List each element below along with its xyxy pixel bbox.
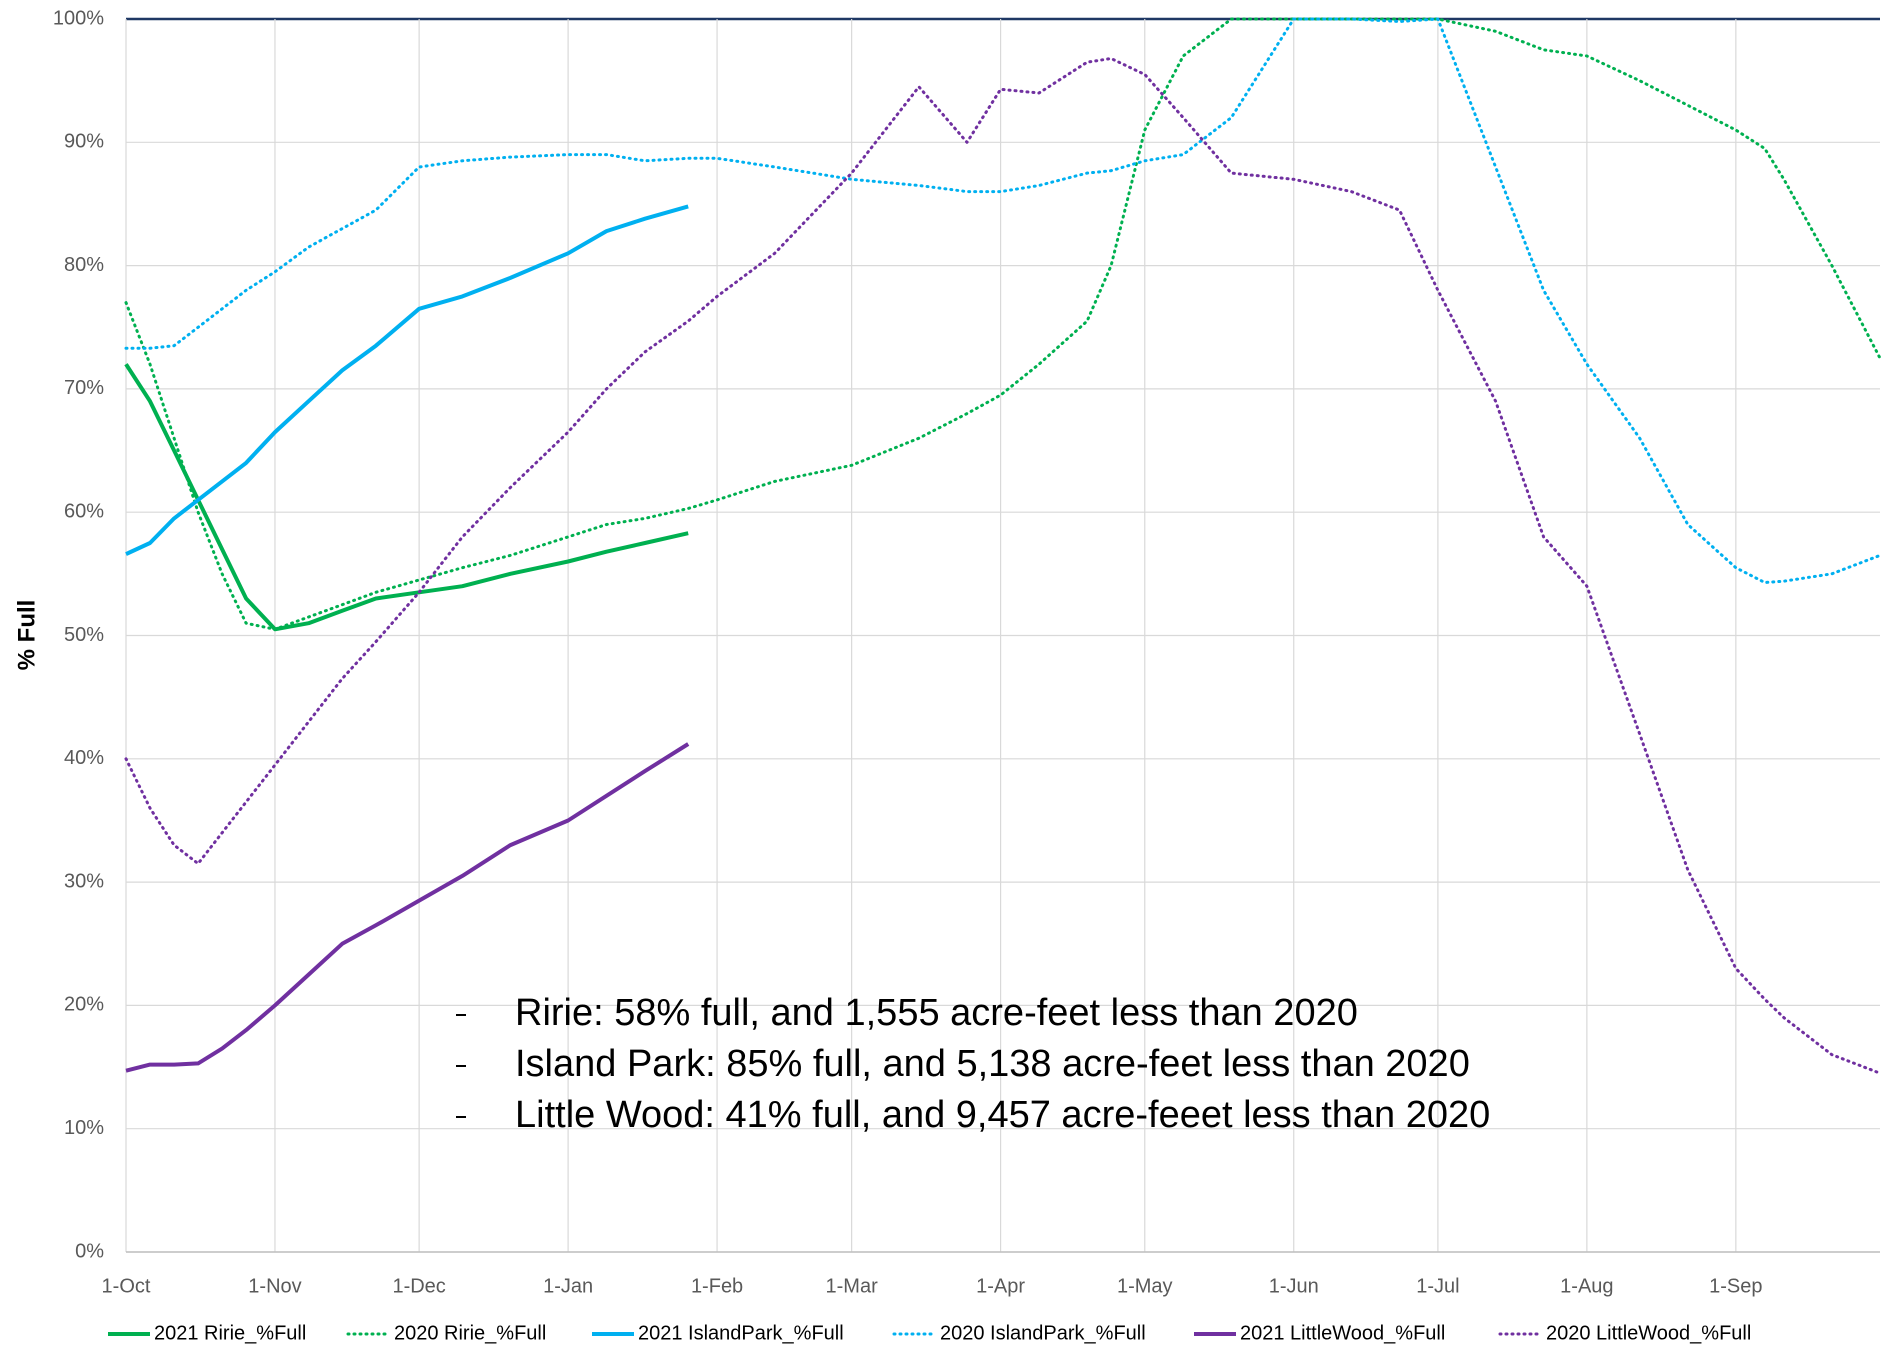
legend-label: 2020 LittleWood_%Full [1546, 1322, 1751, 1344]
x-tick-label: 1-Nov [248, 1275, 301, 1297]
y-tick-label: 70% [64, 377, 104, 399]
x-tick-label: 1-Sep [1709, 1275, 1762, 1297]
y-tick-label: 60% [64, 500, 104, 522]
x-tick-label: 1-Aug [1560, 1275, 1613, 1297]
y-tick-label: 20% [64, 994, 104, 1016]
y-tick-label: 80% [64, 254, 104, 276]
x-tick-label: 1-Dec [392, 1275, 445, 1297]
series-line [125, 742, 690, 1073]
legend-label: 2021 LittleWood_%Full [1240, 1322, 1445, 1344]
x-tick-label: 1-Jul [1416, 1275, 1459, 1297]
series-line [124, 57, 1882, 1075]
y-tick-label: 10% [64, 1117, 104, 1139]
annotation: Little Wood: 41% full, and 9,457 acre-fe… [515, 1094, 1490, 1136]
x-tick-label: 1-Oct [102, 1275, 151, 1297]
series-line [124, 17, 1882, 584]
y-axis-label: % Full [13, 600, 40, 671]
series-line [124, 363, 689, 632]
legend-label: 2020 IslandPark_%Full [940, 1322, 1146, 1344]
x-tick-label: 1-Jun [1269, 1275, 1319, 1297]
y-tick-label: 0% [75, 1240, 104, 1262]
y-tick-label: 100% [53, 7, 104, 29]
annotation: Island Park: 85% full, and 5,138 acre-fe… [515, 1043, 1470, 1085]
x-tick-label: 1-Jan [543, 1275, 593, 1297]
x-tick-label: 1-Feb [691, 1275, 743, 1297]
annotation: Ririe: 58% full, and 1,555 acre-feet les… [515, 992, 1358, 1034]
legend-label: 2021 IslandPark_%Full [638, 1322, 844, 1344]
x-tick-label: 1-Apr [976, 1275, 1025, 1297]
y-tick-label: 50% [64, 624, 104, 646]
legend-label: 2021 Ririe_%Full [154, 1322, 306, 1344]
y-tick-label: 90% [64, 131, 104, 153]
series-line [124, 17, 1882, 631]
x-tick-label: 1-Mar [826, 1275, 879, 1297]
x-tick-label: 1-May [1117, 1275, 1173, 1297]
legend-label: 2020 Ririe_%Full [394, 1322, 546, 1344]
y-tick-label: 30% [64, 870, 104, 892]
series-line [125, 204, 689, 556]
y-tick-label: 40% [64, 747, 104, 769]
